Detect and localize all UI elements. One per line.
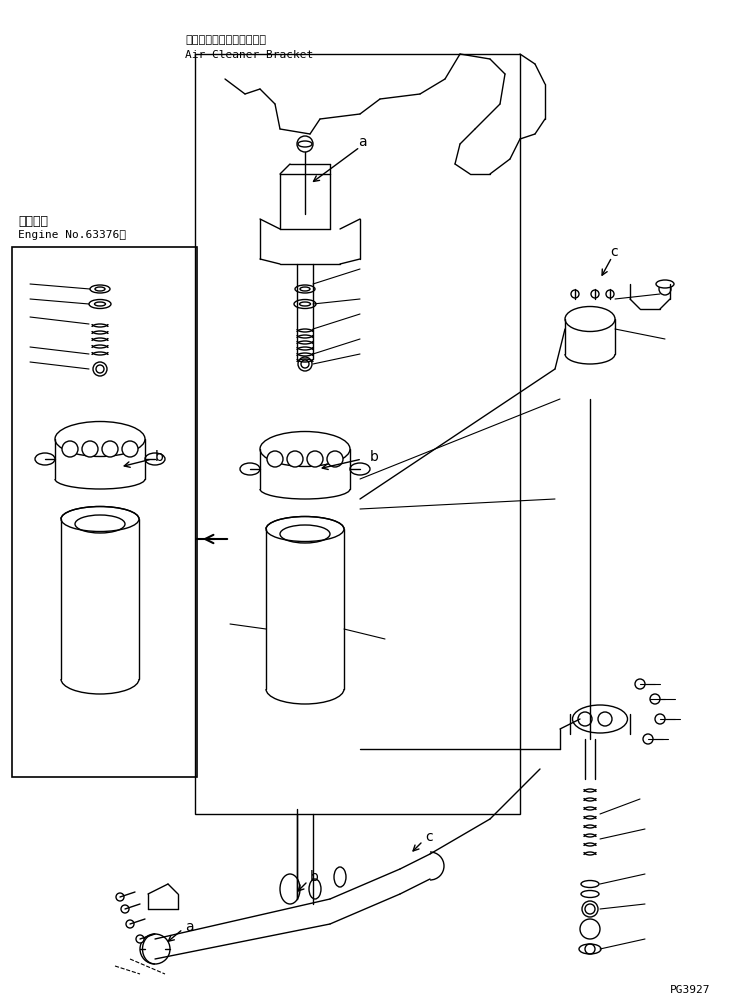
Ellipse shape — [89, 300, 111, 309]
Circle shape — [126, 920, 134, 928]
Ellipse shape — [35, 453, 55, 465]
Text: a: a — [185, 919, 193, 933]
Circle shape — [635, 679, 645, 689]
Text: b: b — [370, 449, 379, 463]
Circle shape — [307, 451, 323, 467]
Circle shape — [287, 451, 303, 467]
Ellipse shape — [266, 517, 344, 542]
Bar — [195, 55, 520, 814]
Text: c: c — [425, 829, 433, 844]
Circle shape — [102, 441, 118, 457]
Ellipse shape — [55, 422, 145, 457]
Ellipse shape — [145, 453, 165, 465]
Circle shape — [62, 441, 78, 457]
Text: Air Cleaner Bracket: Air Cleaner Bracket — [185, 50, 313, 60]
Ellipse shape — [61, 507, 139, 532]
Circle shape — [297, 136, 313, 152]
Circle shape — [578, 712, 592, 726]
Ellipse shape — [295, 286, 315, 294]
Ellipse shape — [572, 705, 627, 733]
Circle shape — [655, 714, 665, 724]
Circle shape — [606, 291, 614, 299]
Circle shape — [643, 734, 653, 744]
Ellipse shape — [565, 307, 615, 332]
Circle shape — [121, 905, 129, 913]
Text: PG3927: PG3927 — [670, 984, 710, 994]
Circle shape — [136, 935, 144, 943]
Ellipse shape — [581, 881, 599, 888]
Text: エアークリーナブラケット: エアークリーナブラケット — [185, 35, 266, 45]
Circle shape — [116, 893, 124, 901]
Ellipse shape — [260, 432, 350, 467]
Circle shape — [571, 291, 579, 299]
Bar — [12, 248, 197, 777]
Circle shape — [591, 291, 599, 299]
Circle shape — [267, 451, 283, 467]
Text: Engine No.63376～: Engine No.63376～ — [18, 230, 126, 240]
Ellipse shape — [581, 891, 599, 898]
Ellipse shape — [294, 300, 316, 309]
Text: b: b — [155, 449, 164, 463]
Ellipse shape — [656, 281, 674, 289]
Circle shape — [659, 284, 671, 296]
Text: b: b — [310, 870, 319, 883]
Text: a: a — [358, 134, 367, 148]
Circle shape — [650, 694, 660, 704]
Circle shape — [122, 441, 138, 457]
Ellipse shape — [240, 463, 260, 475]
Circle shape — [598, 712, 612, 726]
Text: c: c — [610, 245, 618, 259]
Circle shape — [82, 441, 98, 457]
Ellipse shape — [90, 286, 110, 294]
Text: 適用号機: 適用号機 — [18, 215, 48, 228]
Circle shape — [327, 451, 343, 467]
Ellipse shape — [350, 463, 370, 475]
Ellipse shape — [579, 944, 601, 954]
